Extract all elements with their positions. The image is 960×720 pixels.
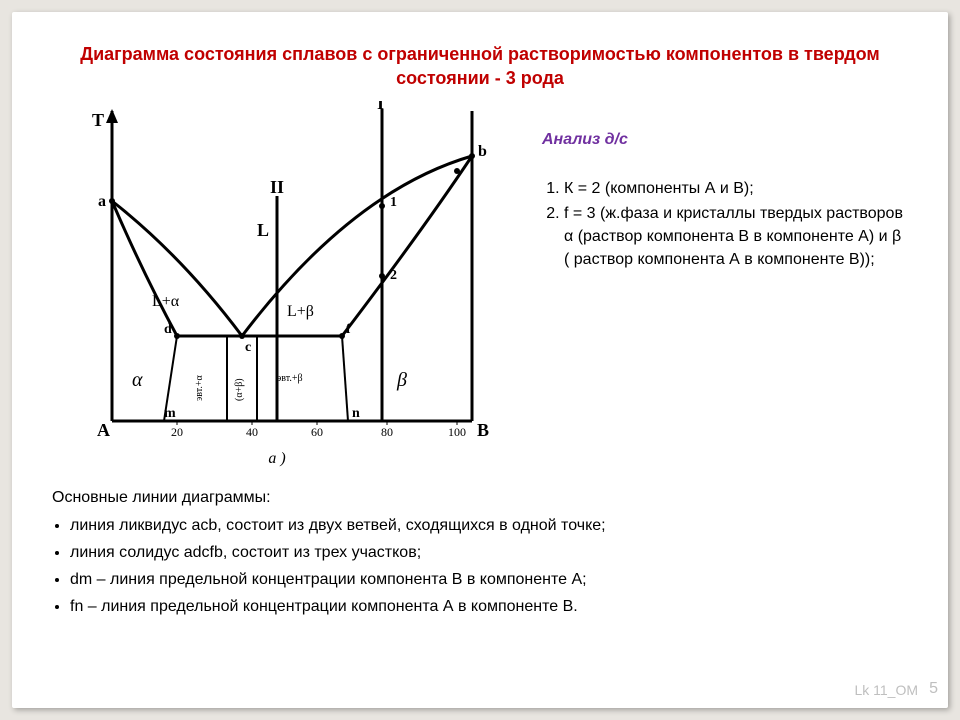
pt-2: 2 <box>390 268 397 283</box>
pt-f: f <box>346 322 351 337</box>
region-beta: β <box>396 369 407 391</box>
footer-text: Lk 11_ОМ <box>854 682 918 698</box>
bottom-text: Основные линии диаграммы: линия ликвидус… <box>52 486 908 620</box>
sub-caption: а ) <box>268 450 285 467</box>
pt-d: d <box>164 322 172 337</box>
bottom-bullets: линия ликвидус acb, состоит из двух ветв… <box>52 514 908 619</box>
analysis-item: f = 3 (ж.фаза и кристаллы твердых раство… <box>564 202 908 272</box>
tick-20: 20 <box>171 425 183 439</box>
bullet-item: линия ликвидус acb, состоит из двух ветв… <box>70 514 908 539</box>
bottom-title: Основные линии диаграммы: <box>52 486 908 511</box>
analysis-list: К = 2 (компоненты А и В); f = 3 (ж.фаза … <box>542 177 908 272</box>
region-la: L+α <box>152 293 180 310</box>
region-alpha: α <box>132 369 143 391</box>
analysis-panel: Анализ д/с К = 2 (компоненты А и В); f =… <box>542 101 908 476</box>
eut-right: эвт.+β <box>277 373 303 384</box>
analysis-heading: Анализ д/с <box>542 131 908 149</box>
axis-a: A <box>97 420 110 440</box>
pt-m: m <box>164 406 176 421</box>
line-i-label: I <box>377 101 384 113</box>
bullet-item: fn – линия предельной концентрации компо… <box>70 595 908 620</box>
pt-a: a <box>98 193 106 210</box>
bullet-item: линия солидус adcfb, состоит из трех уча… <box>70 541 908 566</box>
axis-t-label: T <box>92 110 104 130</box>
eut-top: эвт.+α <box>194 374 205 401</box>
page-number: 5 <box>929 680 938 698</box>
region-l: L <box>257 220 269 240</box>
tick-40: 40 <box>246 425 258 439</box>
slide-title: Диаграмма состояния сплавов с ограниченн… <box>72 42 888 91</box>
bullet-item: dm – линия предельной концентрации компо… <box>70 568 908 593</box>
pt-1: 1 <box>390 195 397 210</box>
tick-60: 60 <box>311 425 323 439</box>
diagram-container: T I II <box>52 101 522 476</box>
axis-b: B <box>477 420 489 440</box>
pt-c: c <box>245 340 251 355</box>
line-ii-label: II <box>270 177 284 197</box>
phase-diagram: T I II <box>52 101 522 471</box>
tick-80: 80 <box>381 425 393 439</box>
pt-n: n <box>352 406 360 421</box>
analysis-item: К = 2 (компоненты А и В); <box>564 177 908 200</box>
slide: Диаграмма состояния сплавов с ограниченн… <box>12 12 948 708</box>
region-lb: L+β <box>287 303 314 320</box>
eut-mid: (α+β) <box>234 378 245 401</box>
pt-b: b <box>478 143 487 160</box>
content-row: T I II <box>52 101 908 476</box>
tick-100: 100 <box>448 425 466 439</box>
